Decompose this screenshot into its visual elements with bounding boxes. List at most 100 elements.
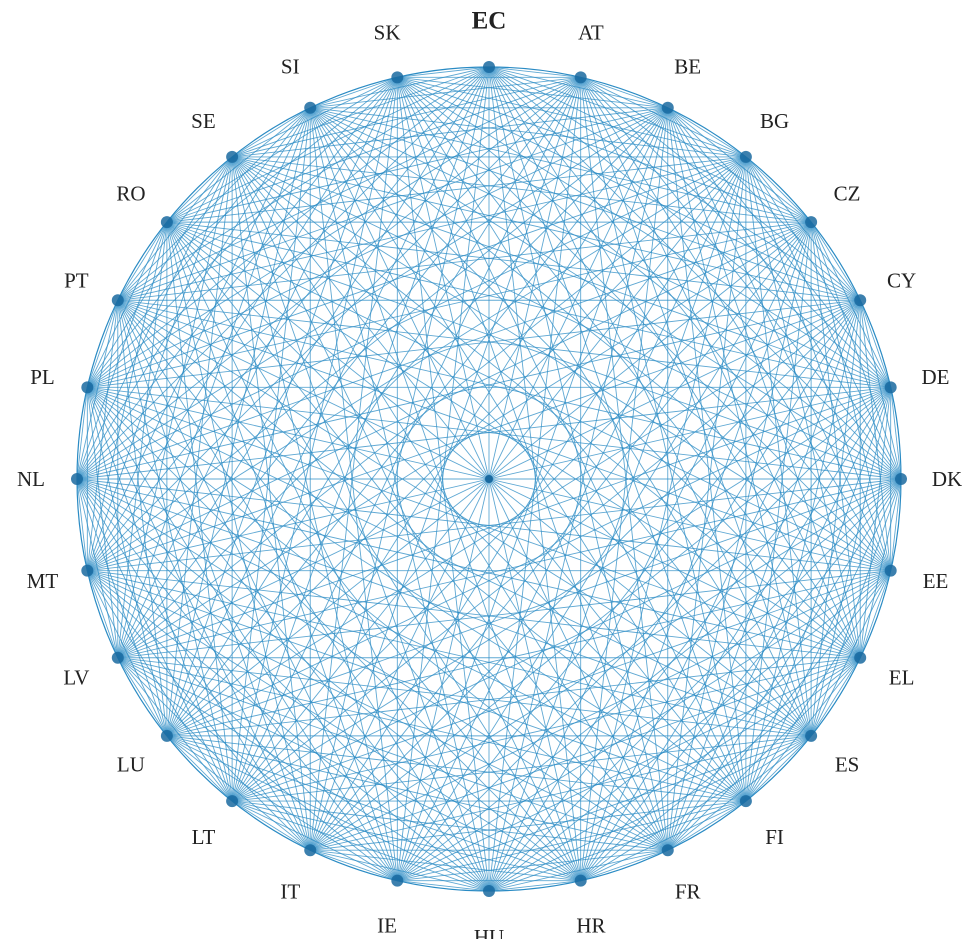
edge-ro-si: [166, 107, 311, 223]
edge-ie-si: [309, 107, 398, 881]
edge-nl-si: [76, 107, 311, 480]
edge-it-se: [231, 156, 311, 851]
edge-ec-sk: [397, 66, 490, 78]
edge-el-hu: [488, 657, 861, 892]
edge-dk-ro: [166, 221, 902, 480]
edge-at-ro: [166, 76, 581, 223]
node-cz: [805, 216, 818, 229]
edge-fr-pl: [87, 386, 669, 851]
edge-cy-si: [310, 107, 861, 301]
label-cz: CZ: [834, 181, 861, 205]
edges: [76, 66, 902, 892]
edge-fr-hr: [580, 849, 668, 882]
edge-be-hr: [580, 107, 669, 881]
edge-dk-es: [810, 478, 902, 737]
edge-lt-pl: [86, 387, 233, 802]
edge-it-lv: [117, 657, 311, 851]
edge-ec-ie: [396, 66, 490, 881]
edge-hr-se: [231, 156, 582, 881]
edge-es-se: [231, 156, 812, 737]
edge-ie-it: [310, 849, 398, 882]
edge-hu-ro: [166, 221, 490, 892]
edge-ec-el: [488, 66, 861, 658]
edge-es-hr: [580, 735, 812, 882]
edge-de-el: [859, 387, 892, 658]
edge-at-hu: [488, 77, 582, 892]
edge-ie-ro: [166, 221, 398, 881]
edge-nl-se: [76, 156, 233, 480]
node-mt: [81, 564, 94, 577]
edge-cz-si: [310, 107, 812, 223]
edge-hr-pl: [87, 387, 581, 881]
node-cy: [854, 294, 867, 307]
edge-hr-pt: [117, 299, 582, 881]
edge-lu-se: [166, 156, 233, 736]
edge-bg-ro: [166, 156, 746, 223]
edge-at-lu: [166, 77, 582, 737]
edge-at-it: [309, 77, 582, 851]
edge-de-dk: [890, 387, 902, 480]
edge-ec-lt: [231, 66, 490, 802]
edge-at-fr: [580, 77, 669, 851]
edge-ie-lt: [231, 800, 398, 882]
node-fr: [661, 844, 674, 857]
label-si: SI: [281, 54, 300, 78]
label-at: AT: [578, 20, 604, 44]
edge-el-sk: [396, 77, 861, 659]
edge-fi-lu: [166, 735, 746, 802]
edge-lu-pt: [117, 300, 168, 736]
edge-lv-se: [117, 156, 233, 658]
label-el: EL: [889, 666, 915, 690]
edge-fr-ie: [397, 849, 668, 882]
edge-cy-sk: [397, 76, 861, 301]
node-ie: [391, 874, 404, 887]
label-hu: HU: [474, 925, 504, 939]
label-lt: LT: [192, 825, 216, 849]
edge-ec-at: [488, 66, 581, 78]
edge-be-sk: [397, 76, 668, 109]
node-pt: [111, 294, 124, 307]
edge-ie-lv: [117, 657, 398, 882]
edge-el-mt: [87, 570, 861, 659]
node-hu: [483, 885, 495, 897]
edge-be-ie: [396, 107, 669, 881]
node-nl: [71, 473, 83, 485]
edge-mt-pt: [86, 300, 119, 571]
edge-fi-ro: [166, 221, 747, 802]
edge-es-lt: [232, 735, 812, 802]
edge-mt-se: [86, 156, 233, 571]
edge-at-de: [580, 77, 891, 388]
edge-lt-ro: [166, 222, 233, 802]
node-se: [226, 150, 239, 163]
edge-pt-ro: [117, 221, 168, 301]
edge-bg-hu: [488, 156, 747, 892]
edge-nl-sk: [76, 77, 398, 480]
edge-el-se: [231, 156, 861, 659]
edge-cz-lv: [117, 221, 812, 659]
edge-mt-sk: [86, 77, 398, 571]
edge-de-lv: [117, 386, 891, 659]
edge-pt-si: [117, 107, 311, 301]
edge-de-si: [310, 107, 891, 388]
edge-be-bg: [667, 107, 747, 158]
node-de: [884, 381, 897, 394]
edge-bg-es: [745, 156, 812, 736]
edge-pl-se: [86, 156, 233, 388]
edge-fr-mt: [87, 570, 668, 851]
node-be: [661, 101, 674, 114]
edge-es-si: [309, 107, 812, 737]
edge-cy-se: [232, 156, 861, 301]
edge-ee-se: [231, 156, 891, 572]
label-nl: NL: [17, 467, 45, 491]
node-ee: [884, 564, 897, 577]
node-at: [574, 71, 587, 84]
edge-lv-pl: [86, 387, 119, 658]
edge-be-fi: [667, 107, 747, 802]
edge-ec-fi: [488, 66, 747, 802]
edge-fr-ro: [166, 221, 669, 851]
edge-el-nl: [76, 478, 861, 659]
edge-cy-it: [309, 299, 861, 851]
edge-ro-se: [166, 156, 233, 223]
edge-nl-ro: [76, 221, 168, 480]
edge-dk-pt: [117, 299, 902, 480]
